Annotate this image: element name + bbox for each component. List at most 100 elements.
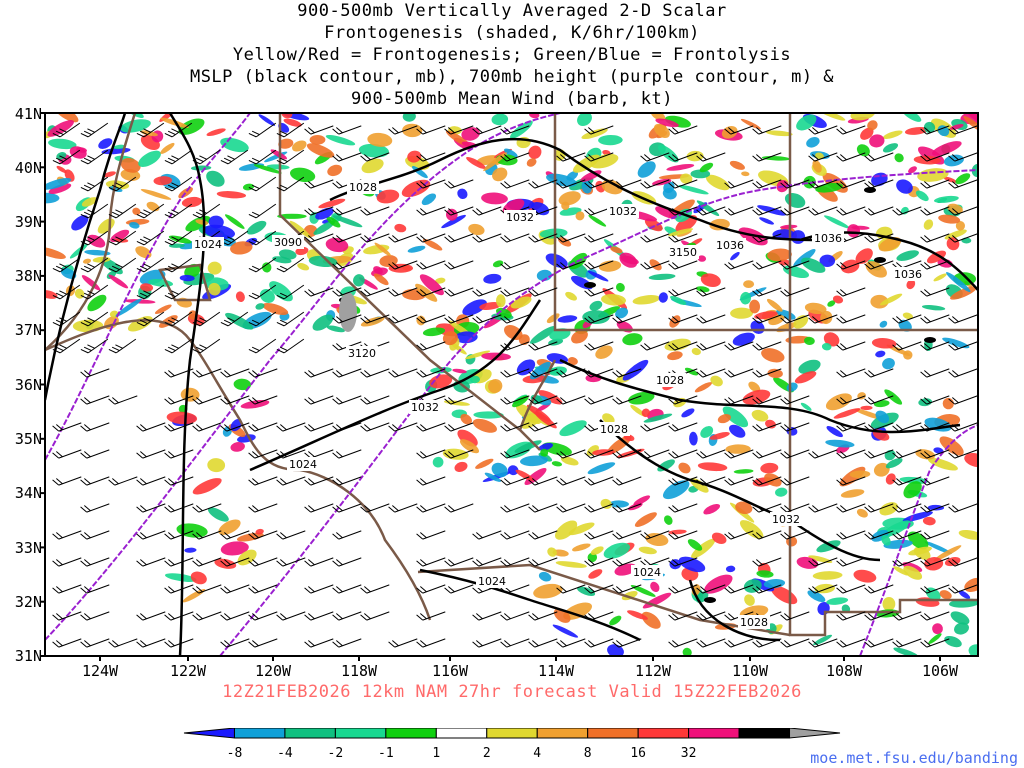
shading-blob xyxy=(766,298,783,312)
wind-barb xyxy=(920,125,950,135)
wind-barb xyxy=(248,149,277,165)
shading-blob xyxy=(432,456,444,468)
shading-blob xyxy=(207,458,226,473)
shading-core xyxy=(874,257,886,263)
credit-url[interactable]: moe.met.fsu.edu/banding xyxy=(810,749,1018,767)
wind-barb xyxy=(192,422,222,432)
shading-blob xyxy=(963,116,978,133)
shading-blob xyxy=(590,546,604,556)
shading-blob xyxy=(313,220,335,235)
wind-barb xyxy=(192,311,221,327)
contour-label-box xyxy=(667,245,699,259)
shading-blob xyxy=(607,644,624,656)
wind-barb xyxy=(108,176,137,192)
shading-blob xyxy=(743,579,762,593)
wind-barb xyxy=(248,395,278,405)
wind-barb xyxy=(164,257,193,273)
shading-blob xyxy=(806,137,820,148)
wind-barb xyxy=(948,206,978,216)
wind-barb xyxy=(836,125,866,135)
shading-blob xyxy=(696,286,710,293)
wind-barb xyxy=(332,260,362,270)
wind-barb xyxy=(920,638,950,648)
wind-barb xyxy=(836,584,866,594)
shading-blob xyxy=(825,393,852,411)
shading-blob xyxy=(923,219,934,230)
wind-barb xyxy=(52,338,81,354)
shading-blob xyxy=(931,141,962,156)
shading-blob xyxy=(230,241,253,255)
wind-barb xyxy=(136,611,166,621)
shading-blob xyxy=(292,140,307,152)
shading-blob xyxy=(207,261,222,275)
shading-blob xyxy=(312,314,334,331)
shading-blob xyxy=(964,577,978,592)
shading-blob xyxy=(379,255,398,267)
wind-barb xyxy=(164,338,193,354)
wind-barb xyxy=(836,638,866,648)
shading-blob xyxy=(932,623,943,635)
colorbar-label: -4 xyxy=(277,746,293,761)
wind-barb xyxy=(416,584,446,594)
wind-barb xyxy=(472,206,502,216)
shading-blob xyxy=(700,273,721,288)
shading-blob xyxy=(457,429,478,447)
wind-barb xyxy=(948,557,978,567)
wind-barb xyxy=(52,122,81,138)
shading-blob xyxy=(483,152,508,172)
wind-barb xyxy=(444,233,474,243)
shading-blob xyxy=(218,519,241,535)
wind-barb xyxy=(668,638,698,648)
shading-blob xyxy=(538,390,563,405)
wind-barb xyxy=(360,206,390,216)
shading-blob xyxy=(855,248,873,264)
wind-barb xyxy=(304,206,334,216)
colorbar-segment xyxy=(385,728,437,739)
wind-barb xyxy=(752,152,782,162)
shading-blob xyxy=(515,403,542,425)
shading-blob xyxy=(696,200,720,216)
shading-blob xyxy=(700,426,714,438)
wind-barb xyxy=(612,476,642,486)
shading-blob xyxy=(882,597,896,611)
shading-blob xyxy=(946,237,960,251)
shading-blob xyxy=(587,462,616,475)
shading-blob xyxy=(933,447,944,454)
wind-barb xyxy=(500,422,530,432)
wind-barb xyxy=(192,557,222,567)
shading-blob xyxy=(154,304,172,315)
wind-barb xyxy=(416,341,446,351)
wind-barb xyxy=(752,260,782,270)
wind-barb xyxy=(920,557,950,567)
wind-barb xyxy=(80,368,110,378)
wind-barb xyxy=(668,449,698,459)
wind-barb xyxy=(500,395,530,405)
shading-blob xyxy=(582,310,610,324)
shading-blob xyxy=(882,143,899,153)
shading-blob xyxy=(465,350,491,360)
shading-blob xyxy=(694,382,712,393)
shading-blob xyxy=(780,224,798,229)
shading-blob xyxy=(908,166,917,174)
wind-barb xyxy=(808,152,838,162)
wind-barb xyxy=(416,287,446,297)
shading-blob xyxy=(214,558,237,569)
shading-blob xyxy=(697,255,707,262)
shading-blob xyxy=(823,332,840,347)
shading-blob xyxy=(326,325,345,333)
wind-barb xyxy=(584,341,614,351)
wind-barb xyxy=(668,260,698,270)
shading-blob xyxy=(181,196,203,208)
wind-barb xyxy=(304,611,334,621)
shading-blob xyxy=(637,161,656,178)
shading-blob xyxy=(937,125,950,137)
shading-blob xyxy=(883,539,913,549)
wind-barb xyxy=(528,503,558,513)
shading-blob xyxy=(48,183,72,194)
wind-barb xyxy=(584,233,614,243)
wind-barb xyxy=(360,368,390,378)
mslp-contour-label: 1036 xyxy=(894,268,922,281)
wind-barb xyxy=(416,368,446,378)
wind-barb xyxy=(920,341,950,351)
wind-barb xyxy=(724,530,754,540)
